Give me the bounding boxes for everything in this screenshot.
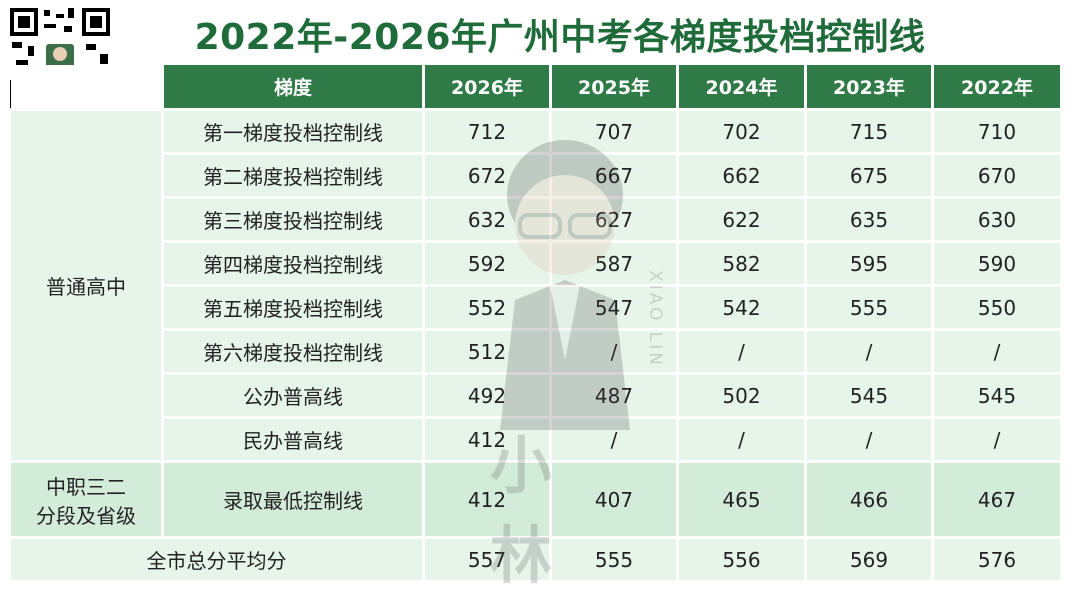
cell: 555 [552,539,676,580]
row: 第六梯度投档控制线 512// / / [11,331,1060,372]
cell: 707 [552,111,676,152]
column-header: 2023年 [807,65,931,108]
cell: 556 [679,539,804,580]
cell: 557 [425,539,549,580]
cell: 675 [807,155,931,196]
cell: / [807,419,931,460]
cell: 545 [807,375,931,416]
cell: 662 [679,155,804,196]
corner [11,65,161,108]
cell: / [552,331,676,372]
header-row: 梯度 2026年 2025年 2024年 2023年 2022年 [11,65,1060,108]
group-label: 普通高中 [11,111,161,460]
row: 普通高中 第一梯度投档控制线 712 707 702 715 710 [11,111,1060,460]
row-name: 第一梯度投档控制线 [164,111,422,152]
row: 第二梯度投档控制线 672 667 662 675 670 [11,155,1060,196]
cell: / [934,331,1060,372]
cell: 712 [425,111,549,152]
row-name: 第三梯度投档控制线 [164,199,422,240]
cell: 412 [425,419,549,460]
cell: 512 [425,331,549,372]
column-header: 2024年 [679,65,804,108]
cell: 466 [807,463,931,536]
row: 第四梯度投档控制线 592 587 582 595 590 [11,243,1060,284]
cell: 487 [552,375,676,416]
cell: 595 [807,243,931,284]
cell: 545 [934,375,1060,416]
cell: 632 [425,199,549,240]
row-name: 公办普高线 [164,375,422,416]
cell: 715 [807,111,931,152]
group-label-line: 普通高中 [46,275,126,299]
cell: 622 [679,199,804,240]
column-header: 2025年 [552,65,676,108]
cell: 467 [934,463,1060,536]
cell: 630 [934,199,1060,240]
cell: 667 [552,155,676,196]
column-header: 梯度 [164,65,422,108]
column-header: 2026年 [425,65,549,108]
column-header: 2022年 [934,65,1060,108]
cell: / [552,419,676,460]
group-label-line: 分段及省级 [36,503,136,528]
row-name: 民办普高线 [164,419,422,460]
row-name: 录取最低控制线 [164,463,422,536]
group-label: 中职三二 分段及省级 [11,463,161,536]
row-name: 第二梯度投档控制线 [164,155,422,196]
qr-code [8,6,112,110]
row: 公办普高线 492 487 502 545 545 [11,375,1060,416]
cell: 672 [425,155,549,196]
cell: 412 [425,463,549,536]
cell: 590 [934,243,1060,284]
cell: 407 [552,463,676,536]
cell: 569 [807,539,931,580]
row-name: 第四梯度投档控制线 [164,243,422,284]
cell: 670 [934,155,1060,196]
cell: 635 [807,199,931,240]
cell: 555 [807,287,931,328]
group-label-line: 中职三二 [46,474,126,499]
cell: / [807,331,931,372]
row: 中职三二 分段及省级 录取最低控制线 412 407 465 466 467 [11,463,1060,536]
cell: 465 [679,463,804,536]
table: 梯度 2026年 2025年 2024年 2023年 2022年 普通高中 第一梯度投档控制… [8,62,1063,583]
total-name: 全市总分平均分 [11,539,422,580]
cell: 587 [552,243,676,284]
row: 第三梯度投档控制线 632 627 622 635 630 [11,199,1060,240]
cell: 547 [552,287,676,328]
cell: 702 [679,111,804,152]
cell: 710 [934,111,1060,152]
cell: / [679,419,804,460]
total-row: 全市总分平均分 557 555 556 569 576 [11,539,1060,580]
row: 民办普高线 412// / / [11,419,1060,460]
row-name: 第六梯度投档控制线 [164,331,422,372]
cell: 542 [679,287,804,328]
cell: 592 [425,243,549,284]
title: 2022年-2026年广州中考各梯度投档控制线 [194,17,926,58]
cell: 550 [934,287,1060,328]
cell: / [679,331,804,372]
cell: / [934,419,1060,460]
cell: 582 [679,243,804,284]
cell: 627 [552,199,676,240]
cell: 492 [425,375,549,416]
cell: 576 [934,539,1060,580]
cell: 552 [425,287,549,328]
cell: 502 [679,375,804,416]
row: 第五梯度投档控制线 552 547 542 555 550 [11,287,1060,328]
row-name: 第五梯度投档控制线 [164,287,422,328]
